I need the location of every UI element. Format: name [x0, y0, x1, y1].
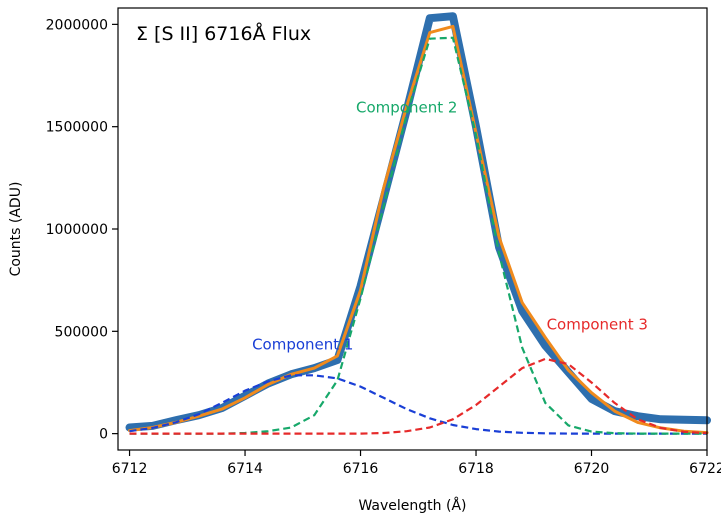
y-axis-label: Counts (ADU)	[8, 182, 24, 277]
chart-title: Σ [S II] 6716Å Flux	[136, 22, 311, 45]
component-3-line	[129, 357, 708, 435]
x-axis-label: Wavelength (Å)	[358, 497, 466, 514]
x-tick-label: 6714	[227, 461, 263, 477]
component-1-line	[129, 374, 707, 435]
y-axis-ticks: 0 500000 1000000 1500000 2000000	[46, 17, 118, 443]
x-tick-label: 6718	[458, 461, 494, 477]
y-tick-label: 500000	[55, 324, 108, 340]
component-2-line	[129, 36, 707, 435]
x-axis-ticks: 6712 6714 6716 6718 6720 6722	[112, 450, 721, 477]
annotation-component-1: Component 1	[252, 336, 353, 354]
series-line-2	[128, 24, 709, 435]
annotation-layer: Component 1 Component 2 Component 3	[252, 98, 648, 353]
y-tick-label: 1000000	[46, 222, 108, 238]
y-tick-label: 2000000	[46, 17, 108, 33]
x-tick-label: 6720	[574, 461, 610, 477]
annotation-component-3: Component 3	[547, 315, 648, 333]
x-tick-label: 6716	[343, 461, 379, 477]
y-tick-label: 1500000	[46, 120, 108, 136]
series-layer	[125, 12, 711, 435]
x-tick-label: 6722	[689, 461, 721, 477]
x-tick-label: 6712	[112, 461, 148, 477]
y-tick-label: 0	[99, 427, 108, 443]
annotation-component-2: Component 2	[356, 98, 457, 116]
